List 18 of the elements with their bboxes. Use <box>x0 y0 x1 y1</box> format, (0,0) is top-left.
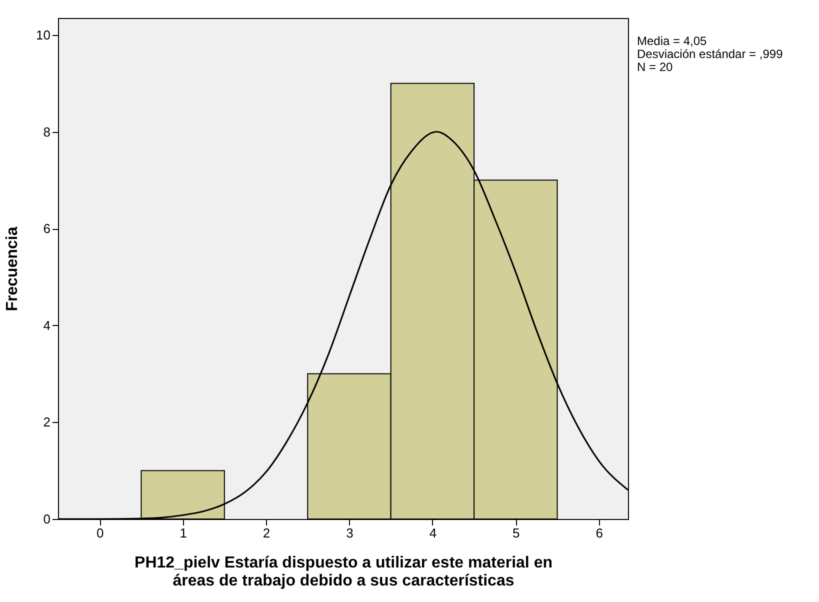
x-tick-label: 0 <box>96 526 104 540</box>
x-tick-label: 3 <box>346 526 354 540</box>
x-tick-label: 5 <box>512 526 520 540</box>
x-tick-label: 2 <box>262 526 270 540</box>
y-tick-label: 4 <box>43 318 50 333</box>
y-axis-title: Frecuencia <box>4 226 22 312</box>
y-tick-label: 8 <box>43 124 50 140</box>
x-tick-label: 6 <box>596 526 603 540</box>
x-tick-label: 1 <box>180 526 187 540</box>
text: Media = 4,05 <box>637 34 708 48</box>
x-tick-label: 4 <box>429 526 437 540</box>
text: Desviación estándar = ,999 <box>637 47 784 61</box>
text: N = 20 <box>637 60 674 74</box>
y-tick-label: 10 <box>36 27 50 42</box>
x-axis-title: PH12_pielv Estaría dispuesto a utilizar este material en áreas de trabajo debido a sus características <box>134 554 552 590</box>
y-tick-label: 2 <box>43 414 50 430</box>
y-tick-label: 0 <box>43 512 50 526</box>
y-tick-label: 6 <box>43 221 50 236</box>
